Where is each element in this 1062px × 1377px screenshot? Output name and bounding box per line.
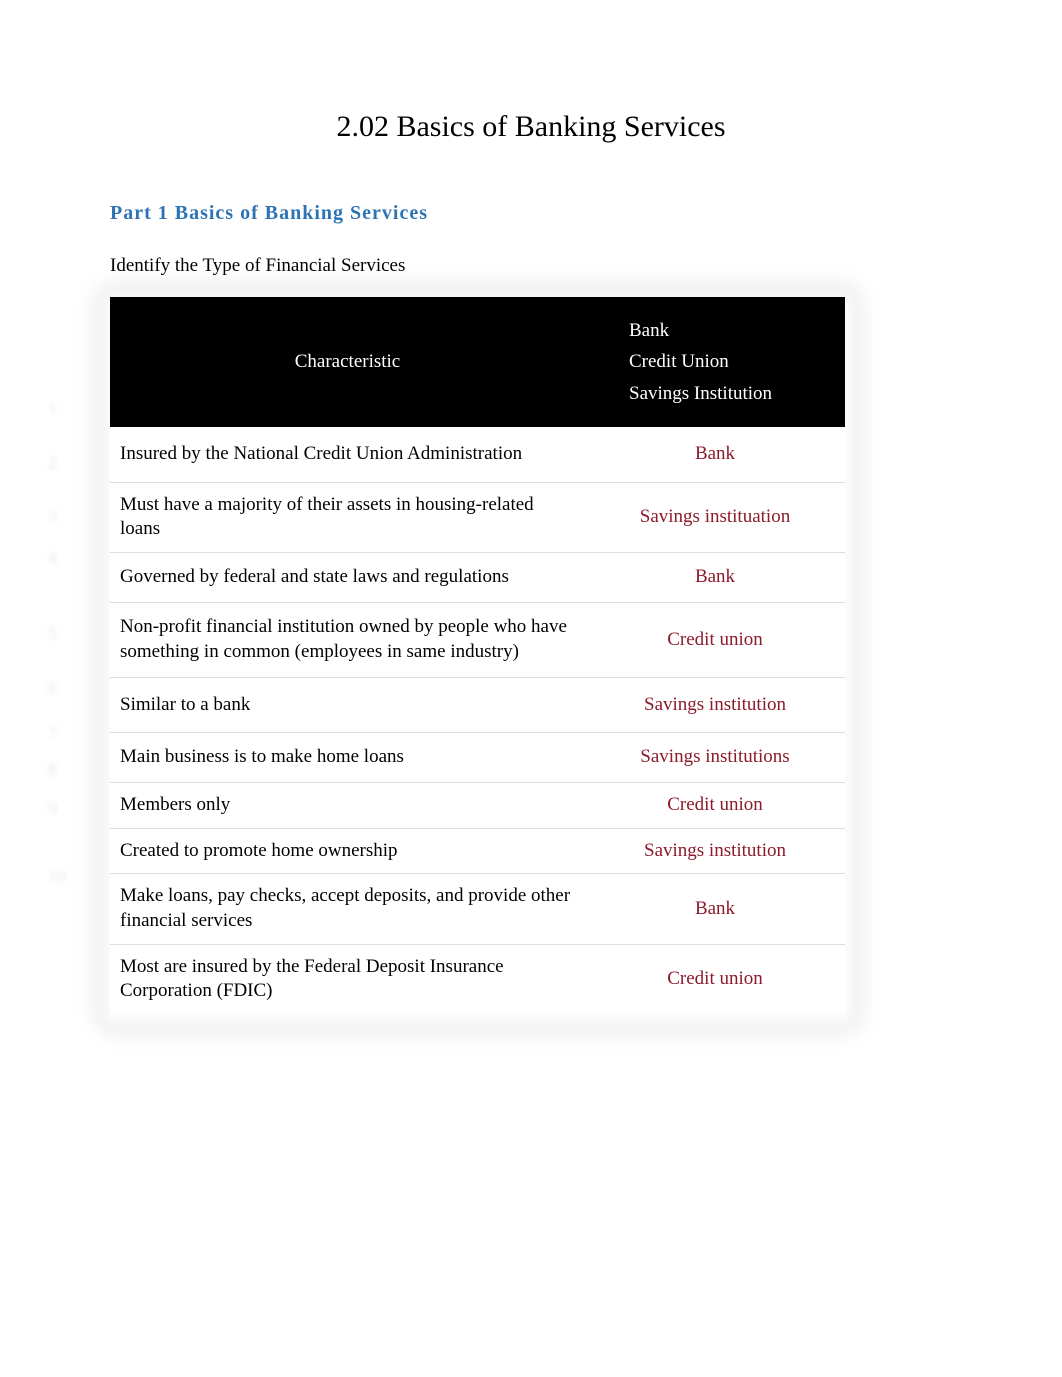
table-row: Similar to a bankSavings institution <box>110 677 845 732</box>
financial-services-table: Characteristic Bank Credit Union Savings… <box>110 297 845 1014</box>
characteristic-cell: Most are insured by the Federal Deposit … <box>110 944 585 1014</box>
subheading: Identify the Type of Financial Services <box>110 255 952 277</box>
header-types: Bank Credit Union Savings Institution <box>585 297 845 427</box>
header-characteristic: Characteristic <box>110 297 585 427</box>
section-heading: Part 1 Basics of Banking Services <box>110 202 952 225</box>
characteristic-cell: Main business is to make home loans <box>110 732 585 782</box>
answer-cell: Bank <box>585 552 845 602</box>
row-number: 9 <box>48 798 57 819</box>
answer-cell: Savings instituation <box>585 482 845 552</box>
table-row: Main business is to make home loansSavin… <box>110 732 845 782</box>
characteristic-cell: Insured by the National Credit Union Adm… <box>110 427 585 482</box>
row-number: 1 <box>48 398 57 419</box>
answer-cell: Bank <box>585 427 845 482</box>
table-body: Insured by the National Credit Union Adm… <box>110 427 845 1014</box>
characteristic-cell: Members only <box>110 782 585 828</box>
table-row: Insured by the National Credit Union Adm… <box>110 427 845 482</box>
table-row: Members onlyCredit union <box>110 782 845 828</box>
table-row: Make loans, pay checks, accept deposits,… <box>110 874 845 944</box>
characteristic-cell: Similar to a bank <box>110 677 585 732</box>
row-number: 3 <box>48 506 57 527</box>
page-title: 2.02 Basics of Banking Services <box>110 110 952 144</box>
table-header-row: Characteristic Bank Credit Union Savings… <box>110 297 845 427</box>
characteristic-cell: Governed by federal and state laws and r… <box>110 552 585 602</box>
table-row: Most are insured by the Federal Deposit … <box>110 944 845 1014</box>
row-number: 2 <box>48 453 57 474</box>
table-row: Created to promote home ownershipSavings… <box>110 828 845 874</box>
table-row: Non-profit financial institution owned b… <box>110 602 845 677</box>
characteristic-cell: Non-profit financial institution owned b… <box>110 602 585 677</box>
characteristic-cell: Make loans, pay checks, accept deposits,… <box>110 874 585 944</box>
characteristic-cell: Created to promote home ownership <box>110 828 585 874</box>
table-row: Must have a majority of their assets in … <box>110 482 845 552</box>
answer-cell: Bank <box>585 874 845 944</box>
answer-cell: Credit union <box>585 782 845 828</box>
answer-cell: Savings institution <box>585 677 845 732</box>
characteristic-cell: Must have a majority of their assets in … <box>110 482 585 552</box>
table-row: Governed by federal and state laws and r… <box>110 552 845 602</box>
answer-cell: Credit union <box>585 602 845 677</box>
header-type-bank: Bank <box>629 315 831 346</box>
row-number: 10 <box>48 866 66 887</box>
header-type-savings-institution: Savings Institution <box>629 378 831 409</box>
financial-services-table-wrap: Characteristic Bank Credit Union Savings… <box>110 297 845 1014</box>
row-number: 8 <box>48 760 57 781</box>
header-type-credit-union: Credit Union <box>629 346 831 377</box>
answer-cell: Savings institution <box>585 828 845 874</box>
row-number: 5 <box>48 623 57 644</box>
answer-cell: Credit union <box>585 944 845 1014</box>
row-number: 7 <box>48 723 57 744</box>
answer-cell: Savings institutions <box>585 732 845 782</box>
row-number: 4 <box>48 548 57 569</box>
row-number: 6 <box>48 678 57 699</box>
